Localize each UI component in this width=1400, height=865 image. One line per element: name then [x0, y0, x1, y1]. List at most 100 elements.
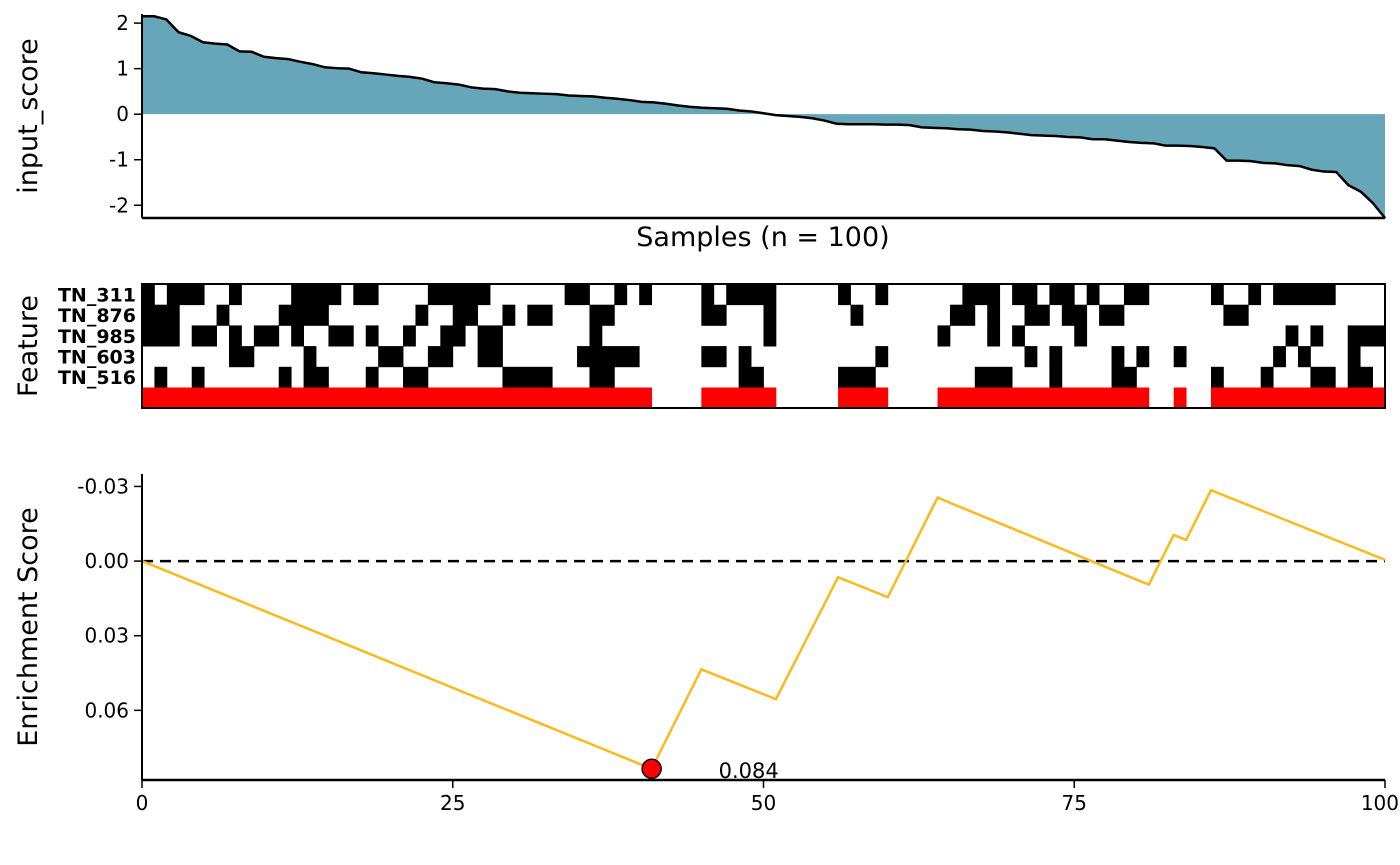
y-tick-label: 2: [116, 11, 129, 35]
y-tick-label: 0.06: [84, 698, 129, 722]
feature-cell: [589, 325, 603, 347]
feature-cell: [987, 325, 1001, 347]
feature-cell: [502, 304, 516, 326]
feature-cell: [229, 325, 242, 347]
feature-cell: [291, 284, 342, 306]
feature-cell: [1061, 304, 1088, 326]
input-score-y-axis-title: input_score: [13, 38, 44, 194]
feature-panel-border: [141, 283, 1386, 409]
x-tick-label: 0: [136, 791, 149, 815]
feature-cell: [1347, 325, 1386, 347]
feature-cell: [365, 366, 379, 388]
feature-cell: [1285, 325, 1299, 347]
feature-cell: [1086, 284, 1100, 306]
feature-cell: [253, 325, 280, 347]
feature-cell: [850, 304, 864, 326]
summary-segment: [838, 387, 889, 408]
feature-cell: [142, 284, 155, 306]
enrichment-y-axis: -0.03 0.00 0.03 0.06: [77, 474, 142, 722]
peak-marker: [641, 758, 662, 780]
feature-cell: [229, 284, 242, 306]
y-tick-label: 0: [116, 102, 129, 126]
feature-cell: [415, 304, 429, 326]
input-score-panel: 2 1 0 -1 -2 Samples (n = 100) input_score: [13, 11, 1386, 253]
summary-segment: [1173, 387, 1187, 408]
feature-cell: [738, 366, 764, 388]
feature-cell: [502, 366, 553, 388]
feature-cell: [763, 325, 777, 347]
feature-cell: [1260, 366, 1274, 388]
feature-cell: [303, 346, 317, 368]
feature-cell: [838, 284, 851, 306]
feature-cell: [527, 304, 553, 326]
feature-cell: [1273, 284, 1336, 306]
feature-cell: [142, 325, 180, 347]
feature-cell: [701, 284, 715, 306]
enrichment-panel: 0.084 -0.030.000.030.06 0 25 50 75 100 Enric…: [13, 474, 1399, 815]
feature-cell: [166, 284, 205, 306]
feature-cell: [1099, 304, 1125, 326]
feature-cell: [1248, 284, 1262, 306]
feature-cell: [427, 284, 491, 306]
feature-cell: [1024, 346, 1038, 368]
feature-cell: [1111, 366, 1137, 388]
input-score-area: [142, 16, 1385, 219]
feature-cell: [191, 366, 205, 388]
feature-cell: [477, 325, 503, 347]
summary-segment: [701, 387, 777, 408]
feature-cell: [403, 325, 416, 347]
feature-cell: [875, 346, 889, 368]
feature-row-label: TN_985: [58, 326, 136, 348]
feature-cell: [1347, 346, 1361, 368]
feature-cell: [726, 284, 777, 306]
feature-cell: [216, 304, 230, 326]
feature-cell: [452, 304, 479, 326]
feature-cell: [477, 346, 503, 368]
enrichment-x-axis: 0 25 50 75 100: [136, 780, 1399, 815]
feature-cell: [1223, 304, 1249, 326]
feature-cell: [1210, 366, 1224, 388]
y-tick-label: 1: [116, 57, 129, 81]
feature-cell: [1297, 346, 1311, 368]
feature-cell: [1049, 366, 1063, 388]
feature-cell: [1012, 284, 1038, 306]
feature-cell: [1024, 304, 1050, 326]
input-score-y-axis: 2 1 0 -1 -2: [109, 11, 142, 217]
summary-track: [142, 387, 1386, 408]
feature-cell: [1111, 346, 1125, 368]
feature-cell: [838, 366, 876, 388]
input-score-line: [142, 15, 1386, 219]
feature-cell: [427, 346, 454, 368]
feature-cell: [403, 366, 429, 388]
feature-cell: [589, 366, 615, 388]
y-tick-label: -1: [109, 148, 129, 172]
feature-row-label: TN_516: [58, 367, 136, 389]
input-score-x-axis-title: Samples (n = 100): [636, 222, 889, 253]
feature-cell: [1347, 366, 1373, 388]
feature-cell: [738, 346, 752, 368]
x-tick-label: 75: [1062, 791, 1087, 815]
feature-cell: [1123, 284, 1137, 306]
feature-cell: [142, 304, 180, 326]
summary-segment: [1210, 387, 1386, 408]
enrichment-y-axis-title: Enrichment Score: [13, 507, 44, 747]
feature-cell: [1074, 325, 1088, 347]
x-tick-label: 50: [751, 791, 776, 815]
feature-cell: [1310, 366, 1336, 388]
feature-cell: [701, 346, 727, 368]
feature-cell: [589, 304, 615, 326]
feature-cell: [1049, 284, 1075, 306]
feature-row-label: TN_603: [58, 346, 136, 368]
feature-cell: [1310, 325, 1324, 347]
y-tick-label: -0.03: [77, 474, 129, 498]
feature-cell: [229, 346, 255, 368]
feature-cell: [278, 304, 329, 326]
y-tick-label: 0.00: [84, 549, 129, 573]
feature-cell: [949, 304, 976, 326]
feature-cell: [987, 304, 1001, 326]
feature-cell: [1012, 325, 1025, 347]
feature-cell: [614, 284, 628, 306]
feature-cell: [191, 325, 217, 347]
summary-segment: [937, 387, 1150, 408]
